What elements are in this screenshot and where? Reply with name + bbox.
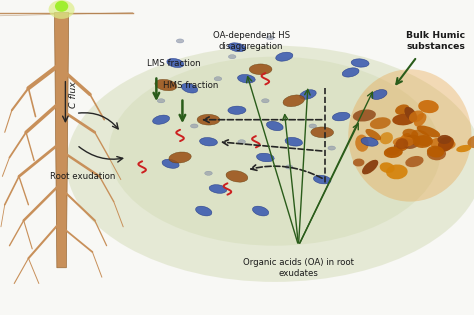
Ellipse shape [438, 135, 451, 144]
Ellipse shape [393, 137, 415, 147]
Ellipse shape [402, 129, 418, 139]
Text: Root exudation: Root exudation [50, 172, 116, 181]
Ellipse shape [398, 133, 412, 150]
Ellipse shape [351, 59, 369, 67]
Ellipse shape [365, 129, 381, 140]
Ellipse shape [300, 90, 316, 99]
Ellipse shape [205, 171, 212, 175]
Ellipse shape [405, 156, 424, 167]
Ellipse shape [361, 137, 378, 146]
Ellipse shape [266, 36, 274, 40]
Ellipse shape [386, 164, 408, 179]
Ellipse shape [162, 159, 179, 168]
Polygon shape [55, 13, 69, 268]
Ellipse shape [196, 206, 212, 216]
Ellipse shape [66, 46, 474, 282]
Ellipse shape [380, 132, 393, 144]
Ellipse shape [209, 185, 227, 193]
Ellipse shape [169, 152, 191, 163]
Ellipse shape [403, 137, 420, 149]
Ellipse shape [157, 99, 165, 103]
Ellipse shape [380, 162, 394, 173]
Ellipse shape [342, 68, 359, 77]
Ellipse shape [427, 147, 446, 160]
Ellipse shape [353, 158, 365, 167]
Ellipse shape [418, 100, 439, 113]
Ellipse shape [283, 95, 305, 107]
Text: LMS fraction: LMS fraction [147, 59, 201, 67]
Ellipse shape [456, 145, 472, 152]
Ellipse shape [394, 141, 408, 151]
Ellipse shape [411, 130, 431, 146]
Ellipse shape [348, 69, 472, 202]
Ellipse shape [182, 83, 198, 93]
Ellipse shape [309, 124, 317, 128]
Ellipse shape [467, 135, 474, 148]
Ellipse shape [48, 0, 74, 19]
Ellipse shape [214, 77, 222, 81]
Ellipse shape [386, 147, 399, 155]
Ellipse shape [285, 165, 293, 169]
Ellipse shape [200, 138, 218, 146]
Text: HMS fraction: HMS fraction [164, 81, 219, 89]
Text: OA-dependent HS
disaggregation: OA-dependent HS disaggregation [212, 32, 290, 51]
Ellipse shape [176, 39, 184, 43]
Ellipse shape [427, 146, 444, 158]
Ellipse shape [228, 106, 246, 114]
Ellipse shape [237, 74, 255, 83]
Ellipse shape [262, 99, 269, 103]
Ellipse shape [266, 121, 283, 131]
Ellipse shape [313, 175, 331, 184]
Ellipse shape [153, 115, 170, 124]
Ellipse shape [197, 114, 220, 125]
Ellipse shape [276, 52, 293, 61]
Ellipse shape [430, 137, 456, 150]
Ellipse shape [353, 109, 376, 122]
Ellipse shape [371, 89, 387, 100]
Ellipse shape [256, 153, 274, 162]
Ellipse shape [285, 137, 302, 146]
Ellipse shape [249, 64, 272, 75]
Ellipse shape [404, 107, 417, 122]
Ellipse shape [191, 124, 198, 128]
Ellipse shape [413, 135, 433, 148]
Ellipse shape [228, 43, 246, 52]
Ellipse shape [311, 127, 334, 138]
Ellipse shape [362, 160, 378, 175]
Text: C flux: C flux [69, 81, 78, 108]
Ellipse shape [403, 135, 420, 145]
Ellipse shape [396, 138, 408, 150]
Ellipse shape [438, 136, 454, 152]
Text: Organic acids (OA) in root
exudates: Organic acids (OA) in root exudates [243, 258, 354, 278]
Ellipse shape [370, 117, 391, 129]
Ellipse shape [414, 113, 427, 127]
Ellipse shape [392, 114, 415, 125]
Ellipse shape [417, 125, 440, 137]
Ellipse shape [109, 57, 441, 246]
Ellipse shape [155, 79, 177, 91]
Ellipse shape [395, 104, 410, 115]
Ellipse shape [228, 54, 236, 59]
Ellipse shape [384, 146, 403, 158]
Ellipse shape [55, 1, 68, 12]
Ellipse shape [409, 111, 424, 122]
Ellipse shape [167, 59, 184, 67]
Ellipse shape [332, 112, 350, 121]
Text: Bulk Humic
substances: Bulk Humic substances [406, 32, 465, 51]
Ellipse shape [238, 140, 246, 144]
Ellipse shape [226, 171, 248, 182]
Ellipse shape [253, 206, 269, 216]
Ellipse shape [328, 146, 336, 150]
Ellipse shape [355, 135, 369, 152]
